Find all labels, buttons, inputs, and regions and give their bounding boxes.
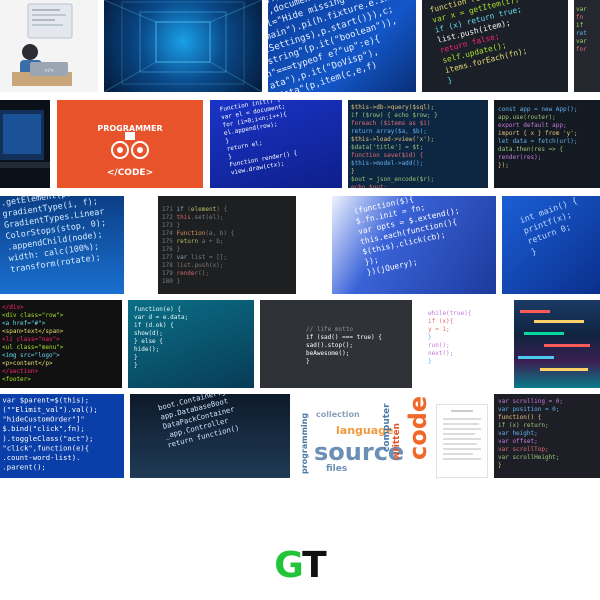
code-text-block: 171 if (element) { 172 this.set(el); 173… bbox=[162, 206, 235, 285]
result-image-word-cloud[interactable]: source code language computer written fi… bbox=[292, 394, 432, 478]
code-text-block: Function init() { var el = document; for… bbox=[219, 100, 298, 177]
result-image-blue-code-bright[interactable]: (function($){ $.fn.init = fn; var opts =… bbox=[332, 196, 496, 294]
result-image-laptop-dark[interactable] bbox=[0, 100, 50, 188]
programmer-title: PROGRAMMER bbox=[97, 124, 163, 133]
word-cloud-computer: computer bbox=[382, 403, 392, 452]
code-text-block: $this->db->query($sql); if ($row) { echo… bbox=[351, 104, 438, 188]
word-cloud-programming: programming bbox=[300, 412, 309, 474]
motto-line-if: if (sad() === true) { bbox=[306, 334, 382, 341]
result-image-programmer-orange[interactable]: PROGRAMMER </CODE> bbox=[57, 100, 203, 188]
result-image-dark-editor-4[interactable]: var scrolling = 0; var position = 0; fun… bbox=[494, 394, 600, 478]
word-cloud-code: code bbox=[404, 395, 432, 460]
result-image-blue-screen-shutterstock[interactable]: int main() { printf(x); return 0; } bbox=[502, 196, 600, 294]
motto-line-stop: sad().stop(); bbox=[306, 342, 353, 349]
code-text-block: while(true){ if (x){ y = 1; } run(); nex… bbox=[428, 310, 472, 365]
gt-logo[interactable]: GT bbox=[0, 545, 600, 586]
word-cloud-source: source bbox=[314, 438, 405, 466]
result-image-blue-code-tunnel[interactable] bbox=[104, 0, 262, 92]
result-image-jquery-blue[interactable]: var $parent=$(this); (""Elimit_val").val… bbox=[0, 394, 124, 478]
word-cloud-written: written bbox=[392, 423, 402, 460]
motto-comment: // life motto bbox=[306, 326, 353, 333]
result-image-html-colorful[interactable]: </div> <div class="row"> <a href="#"> <s… bbox=[0, 300, 122, 388]
logo-letter-g: G bbox=[274, 545, 303, 586]
code-text-block: const app = new App(); app.use(router); … bbox=[498, 106, 578, 169]
code-text-block: .getElement(parsed); gradientType(i, f);… bbox=[0, 196, 107, 276]
code-text-block: var scrolling = 0; var position = 0; fun… bbox=[498, 398, 564, 469]
gears-coffee-icon bbox=[111, 132, 149, 159]
result-image-paper-doc[interactable] bbox=[436, 404, 488, 478]
document-lines-graphic bbox=[443, 410, 481, 460]
code-text-block: int main() { printf(x); return 0; } bbox=[518, 196, 579, 258]
code-text-block: function(e) { var d = e.data; if (d.ok) … bbox=[134, 306, 189, 369]
developer-illustration-icon: </> bbox=[12, 3, 73, 86]
word-cloud-language: language bbox=[336, 424, 394, 437]
result-image-blue-code-screen[interactable]: Function init() { var el = document; for… bbox=[210, 100, 342, 188]
result-image-life-motto[interactable]: // life motto if (sad() === true) { sad(… bbox=[260, 300, 412, 388]
result-image-perspective-code[interactable]: boot.Container.js app.DatabaseBoot DataP… bbox=[130, 394, 290, 478]
code-tag-label: </CODE> bbox=[106, 168, 154, 178]
result-image-blue-code-perspective[interactable]: .getElement(parsed); gradientType(i, f);… bbox=[0, 196, 124, 294]
result-image-teal-code[interactable]: function(e) { var d = e.data; if (d.ok) … bbox=[128, 300, 254, 388]
code-text-block: function run(args) { var x = getItem(i);… bbox=[429, 0, 529, 86]
code-text-block: (function($){ $.fn.init = fn; var opts =… bbox=[353, 196, 461, 278]
word-cloud-files: files bbox=[326, 464, 348, 474]
result-image-colorful-code-dense[interactable]: $this->db->query($sql); if ($row) { echo… bbox=[348, 100, 488, 188]
glitch-bars-graphic bbox=[518, 310, 590, 371]
word-cloud-collection: collection bbox=[316, 410, 360, 419]
motto-line-close: } bbox=[306, 358, 310, 365]
code-text-block: boot.Container.js app.DatabaseBoot DataP… bbox=[157, 394, 241, 450]
result-image-blue-js-closeup[interactable]: =d[f],parentNode.insertBefore n(c),docum… bbox=[268, 0, 416, 92]
result-image-colorful-glitch[interactable] bbox=[514, 300, 600, 388]
code-tunnel-graphic bbox=[104, 0, 262, 92]
laptop-icon bbox=[0, 110, 50, 168]
code-text-block: var fn if ret var for bbox=[576, 6, 587, 53]
result-image-white-editor[interactable]: while(true){ if (x){ y = 1; } run(); nex… bbox=[418, 300, 510, 388]
code-text-block: </div> <div class="row"> <a href="#"> <s… bbox=[2, 304, 64, 383]
motto-line-awesome: beAwesome(); bbox=[306, 350, 350, 357]
logo-letter-t: T bbox=[302, 545, 327, 586]
svg-text:</>: </> bbox=[44, 68, 53, 74]
result-image-dark-editor-2[interactable]: var fn if ret var for bbox=[574, 0, 600, 92]
code-text-block: var $parent=$(this); (""Elimit_val").val… bbox=[2, 396, 98, 472]
result-image-dark-ide-lines[interactable]: 171 if (element) { 172 this.set(el); 173… bbox=[158, 196, 296, 294]
result-image-dark-editor-3[interactable]: const app = new App(); app.use(router); … bbox=[494, 100, 600, 188]
result-image-dark-editor-1[interactable]: function run(args) { var x = getItem(i);… bbox=[422, 0, 568, 92]
code-text-block: =d[f],parentNode.insertBefore n(c),docum… bbox=[268, 0, 412, 92]
motto-code: // life motto if (sad() === true) { sad(… bbox=[260, 300, 412, 388]
result-image-dev-desk-illustration[interactable]: </> bbox=[0, 0, 98, 92]
